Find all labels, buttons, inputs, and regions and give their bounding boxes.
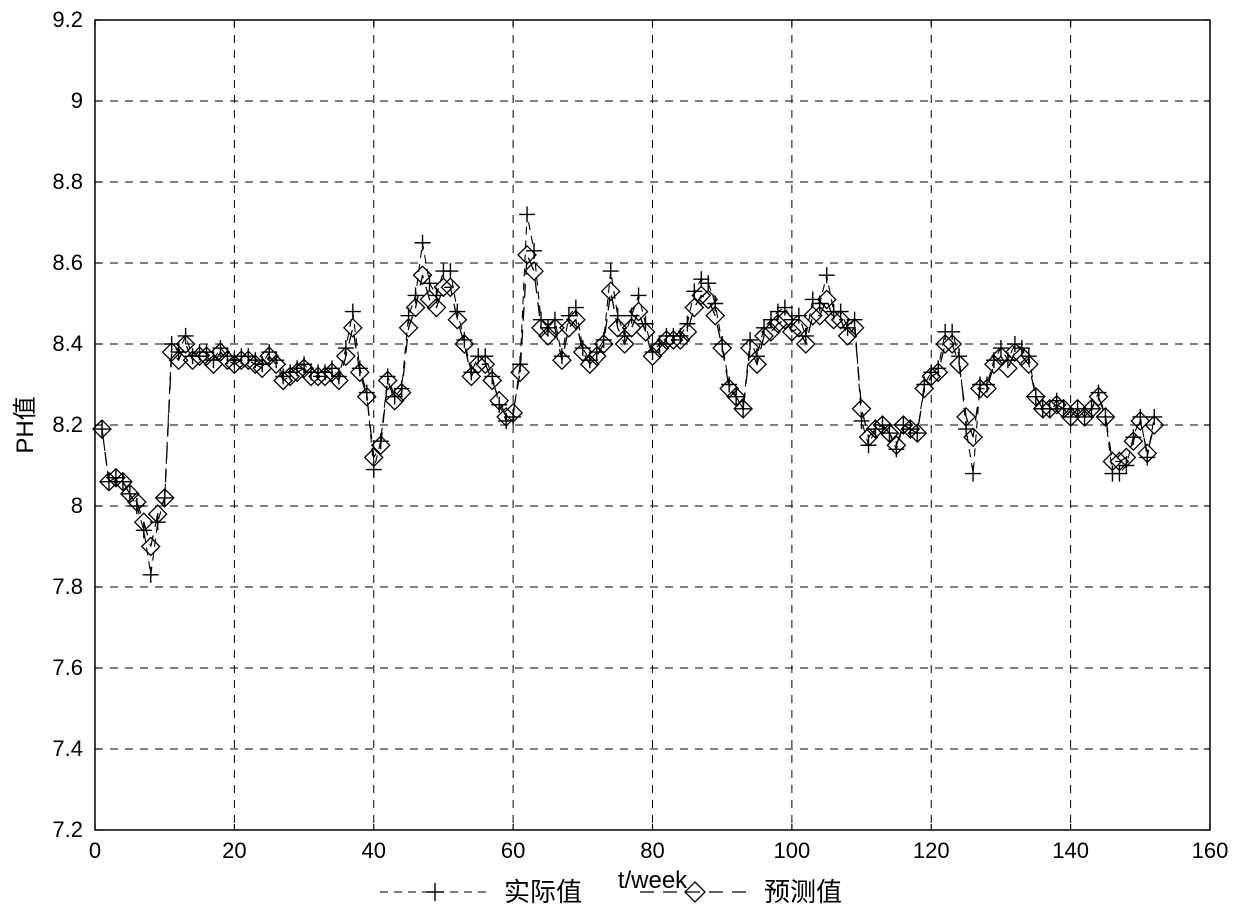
- svg-text:60: 60: [501, 838, 525, 863]
- svg-text:8.4: 8.4: [52, 331, 83, 356]
- x-axis-label: t/week: [618, 867, 688, 894]
- svg-text:40: 40: [362, 838, 386, 863]
- legend-label-predicted: 预测值: [764, 878, 842, 907]
- svg-text:7.8: 7.8: [52, 574, 83, 599]
- svg-text:8: 8: [71, 493, 83, 518]
- legend-label-actual: 实际值: [504, 878, 582, 907]
- svg-text:100: 100: [774, 838, 811, 863]
- svg-text:7.4: 7.4: [52, 736, 83, 761]
- svg-text:8.8: 8.8: [52, 169, 83, 194]
- svg-text:7.6: 7.6: [52, 655, 83, 680]
- svg-text:9.2: 9.2: [52, 7, 83, 32]
- svg-text:7.2: 7.2: [52, 817, 83, 842]
- svg-text:8.2: 8.2: [52, 412, 83, 437]
- chart-container: 0 20 40 60 80 100 120 140 160 7.2 7.4 7.6 7.8 8 8.2 8.4…: [0, 0, 1240, 919]
- svg-text:8.6: 8.6: [52, 250, 83, 275]
- svg-text:140: 140: [1052, 838, 1089, 863]
- svg-text:120: 120: [913, 838, 950, 863]
- svg-text:9: 9: [71, 88, 83, 113]
- svg-text:80: 80: [640, 838, 664, 863]
- ph-chart: 0 20 40 60 80 100 120 140 160 7.2 7.4 7.6 7.8 8 8.2 8.4…: [0, 0, 1240, 919]
- y-axis-label: PH值: [12, 396, 39, 453]
- svg-text:20: 20: [222, 838, 246, 863]
- svg-text:160: 160: [1192, 838, 1229, 863]
- svg-text:0: 0: [89, 838, 101, 863]
